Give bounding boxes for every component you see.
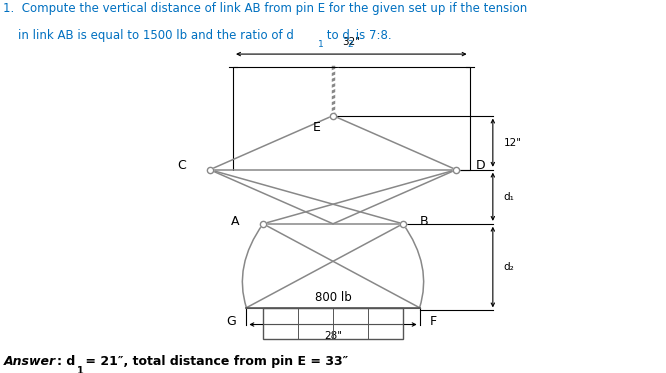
Text: F: F — [430, 315, 437, 328]
Text: d₁: d₁ — [503, 192, 514, 202]
Text: 800 lb: 800 lb — [314, 291, 352, 304]
Text: C: C — [178, 160, 186, 172]
Text: 12": 12" — [503, 138, 521, 148]
Text: to d: to d — [323, 29, 350, 42]
Text: A: A — [231, 216, 240, 228]
Text: d₂: d₂ — [503, 262, 514, 272]
Text: B: B — [420, 216, 428, 228]
Text: E: E — [312, 121, 320, 134]
Text: is 7:8.: is 7:8. — [352, 29, 392, 42]
Text: : d: : d — [57, 355, 75, 368]
Text: = 21″, total distance from pin E = 33″: = 21″, total distance from pin E = 33″ — [81, 355, 348, 368]
Text: 2: 2 — [347, 40, 352, 49]
Text: 1: 1 — [77, 366, 83, 373]
Text: Answer: Answer — [3, 355, 55, 368]
Text: in link AB is equal to 1500 lb and the ratio of d: in link AB is equal to 1500 lb and the r… — [3, 29, 294, 42]
Bar — [263, 308, 403, 339]
Text: D: D — [476, 160, 486, 172]
Text: 28": 28" — [324, 331, 342, 341]
Text: 32": 32" — [342, 37, 360, 47]
Text: 1: 1 — [318, 40, 324, 49]
Text: 1.  Compute the vertical distance of link AB from pin E for the given set up if : 1. Compute the vertical distance of link… — [3, 2, 527, 15]
Text: G: G — [226, 315, 236, 328]
